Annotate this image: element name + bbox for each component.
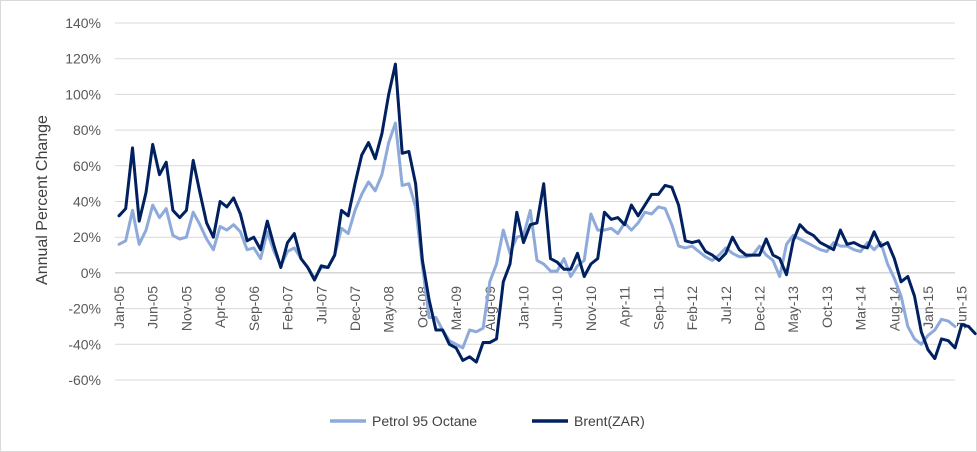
x-tick-label: Apr-06: [212, 286, 228, 328]
y-axis-ticks: -60% -40% -20% 0% 20% 40% 60% 80% 100% 120% 140%: [65, 15, 101, 388]
legend-label-petrol: Petrol 95 Octane: [372, 413, 477, 429]
x-tick-label: Jan-10: [516, 286, 532, 329]
y-tick-label: -60%: [68, 372, 101, 388]
legend-label-brent: Brent(ZAR): [574, 413, 645, 429]
x-tick-label: May-13: [785, 286, 801, 333]
x-tick-label: Dec-07: [347, 286, 363, 331]
x-tick-label: Jun-10: [549, 286, 565, 329]
x-tick-label: Jun-15: [954, 286, 970, 329]
legend: Petrol 95 Octane Brent(ZAR): [330, 413, 645, 429]
y-tick-label: 140%: [65, 15, 101, 31]
series-line-petrol: [117, 121, 957, 350]
x-tick-label: Feb-12: [684, 286, 700, 331]
x-tick-label: May-08: [381, 286, 397, 333]
x-tick-label: Mar-09: [448, 286, 464, 331]
x-tick-label: Aug-14: [886, 286, 902, 331]
y-tick-label: 100%: [65, 86, 101, 102]
series-lines: [117, 62, 977, 364]
x-tick-label: Sep-11: [650, 286, 666, 330]
y-tick-label: 120%: [65, 51, 101, 67]
y-tick-label: 60%: [73, 158, 101, 174]
x-tick-label: Nov-10: [583, 286, 599, 331]
x-tick-label: Mar-14: [853, 286, 869, 331]
x-tick-label: Dec-12: [751, 286, 767, 331]
x-tick-label: Sep-06: [246, 286, 262, 331]
y-tick-label: -20%: [68, 301, 101, 317]
x-tick-label: Feb-07: [280, 286, 296, 331]
y-tick-label: 0%: [81, 265, 101, 281]
x-tick-label: Nov-05: [178, 286, 194, 331]
y-tick-label: 80%: [73, 122, 101, 138]
x-tick-label: Apr-11: [617, 286, 633, 327]
x-tick-label: Oct-13: [819, 286, 835, 328]
x-tick-label: Jan-15: [920, 286, 936, 329]
y-tick-label: -40%: [68, 336, 101, 352]
x-axis-ticks: Jan-05 Jun-05 Nov-05 Apr-06 Sep-06 Feb-07 Jul-…: [111, 286, 970, 333]
y-tick-label: 20%: [73, 229, 101, 245]
x-tick-label: Jul-12: [718, 286, 734, 324]
x-tick-label: Jan-05: [111, 286, 127, 329]
x-tick-label: Jun-05: [145, 286, 161, 329]
y-tick-label: 40%: [73, 194, 101, 210]
y-axis-label: Annual Percent Change: [34, 115, 51, 285]
series-line-brent: [117, 62, 977, 364]
x-tick-label: Jul-07: [313, 286, 329, 324]
